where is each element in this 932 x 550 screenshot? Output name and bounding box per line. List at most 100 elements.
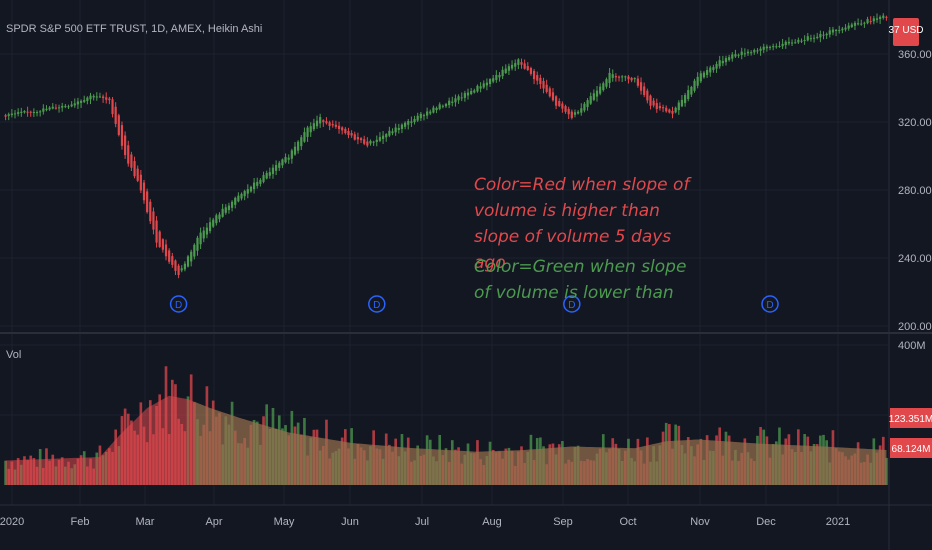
candle-body [359, 138, 363, 141]
candle-body [671, 111, 674, 114]
candle-body [13, 113, 17, 115]
candle-body [661, 107, 665, 109]
candle-body [765, 46, 768, 49]
candle-body [215, 215, 218, 224]
candle-body [117, 115, 120, 135]
candle-body [67, 106, 70, 108]
candle-body [136, 168, 139, 181]
candle-body [649, 95, 652, 106]
month-tick-label: Apr [205, 516, 222, 528]
candle-body [498, 74, 501, 78]
candle-body [57, 107, 61, 109]
candle-body [249, 186, 253, 192]
price-badge-text: 37 USD [888, 25, 923, 36]
candle-body [79, 100, 83, 103]
candle-body [775, 46, 778, 48]
candle-body [111, 99, 114, 115]
candle-body [879, 16, 882, 20]
candle-body [589, 96, 592, 104]
candle-body [300, 137, 303, 147]
candle-body [303, 132, 306, 142]
candle-body [617, 76, 621, 78]
candle-body [577, 111, 580, 114]
candle-body [847, 25, 850, 29]
candle-body [64, 106, 67, 108]
candle-body [297, 141, 300, 151]
candle-body [857, 23, 860, 25]
candle-body [451, 101, 454, 103]
candle-body [778, 46, 781, 48]
candle-body [234, 197, 237, 205]
volume-badge-text: 123.351M [889, 414, 932, 425]
candle-body [89, 95, 92, 100]
candle-body [139, 174, 142, 191]
dividend-marker[interactable] [563, 295, 581, 313]
candle-body [54, 107, 58, 109]
volume-ma-fill-red [5, 395, 887, 485]
candle-body [205, 227, 209, 235]
candle-body [448, 100, 451, 106]
candle-body [164, 244, 168, 257]
dividend-marker-label: D [766, 300, 773, 311]
candle-body [17, 112, 20, 114]
candle-body [542, 80, 545, 89]
candle-body [397, 127, 400, 130]
candle-body [831, 29, 835, 33]
candle-body [394, 127, 397, 133]
candle-body [762, 46, 765, 50]
month-tick-label: Oct [619, 516, 636, 528]
candle-body [479, 86, 482, 89]
candle-body [146, 191, 149, 213]
candle-body [470, 90, 473, 95]
candle-body [61, 105, 64, 108]
candle-body [828, 30, 831, 35]
annotation-line: Color=Green when slope [474, 257, 686, 277]
candle-body [658, 106, 662, 109]
candle-body [230, 201, 234, 208]
candle-body [834, 29, 838, 32]
candle-body [369, 140, 372, 144]
candle-body [378, 137, 382, 141]
candle-body [885, 16, 888, 18]
candle-body [293, 146, 297, 155]
candle-body [252, 182, 256, 190]
candle-body [334, 124, 337, 127]
volume-bar [4, 460, 7, 485]
candle-body [407, 121, 410, 125]
candle-body [10, 113, 13, 116]
candle-body [567, 108, 570, 115]
candle-body [429, 111, 432, 114]
candle-body [23, 111, 26, 113]
candle-body [488, 79, 492, 85]
candle-body [325, 121, 328, 124]
candle-body [413, 118, 416, 123]
dividend-marker[interactable] [761, 295, 779, 313]
candle-body [29, 111, 32, 113]
candle-body [784, 41, 787, 46]
dividend-marker[interactable] [368, 295, 386, 313]
candle-body [580, 108, 583, 113]
candle-body [212, 219, 215, 227]
dividend-marker[interactable] [169, 295, 188, 313]
volume-pane-label: Vol [6, 349, 21, 361]
candle-body [608, 72, 611, 83]
candle-body [344, 128, 347, 134]
candle-body [341, 127, 344, 131]
candle-body [551, 92, 555, 101]
candle-body [328, 122, 331, 126]
candle-body [759, 48, 762, 51]
candle-body [602, 83, 605, 91]
candle-body [108, 98, 111, 101]
candle-body [186, 256, 190, 267]
candle-body [706, 70, 709, 75]
candle-body [699, 73, 702, 82]
candle-body [812, 37, 816, 39]
candle-body [353, 134, 356, 140]
candle-body [422, 115, 426, 117]
candle-body [410, 121, 413, 123]
candle-body [819, 34, 822, 38]
candle-body [731, 54, 734, 59]
